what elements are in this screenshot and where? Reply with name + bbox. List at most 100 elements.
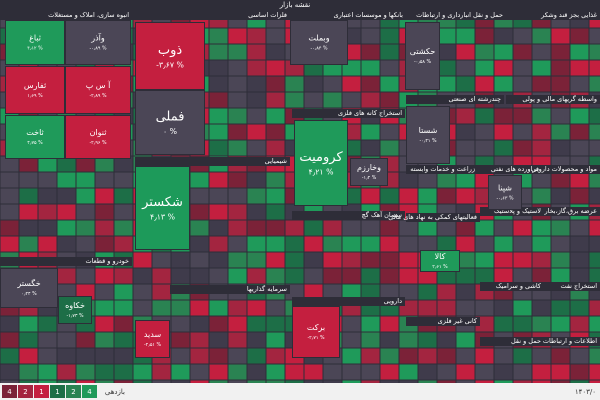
tile[interactable] [0, 348, 19, 364]
tile[interactable] [589, 140, 600, 156]
tile[interactable] [513, 44, 532, 60]
tile[interactable] [551, 188, 570, 204]
tile[interactable] [114, 188, 133, 204]
tile[interactable] [95, 300, 114, 316]
stock-tile[interactable] [5, 20, 65, 65]
tile[interactable] [19, 332, 38, 348]
tile[interactable] [589, 108, 600, 124]
tile[interactable] [266, 316, 285, 332]
tile[interactable] [570, 108, 589, 124]
tile[interactable] [399, 268, 418, 284]
tile[interactable] [494, 300, 513, 316]
tile[interactable] [532, 348, 551, 364]
tile[interactable] [513, 252, 532, 268]
tile[interactable] [513, 348, 532, 364]
tile[interactable] [76, 220, 95, 236]
tile[interactable] [209, 204, 228, 220]
tile[interactable] [532, 236, 551, 252]
tile[interactable] [475, 44, 494, 60]
tile[interactable] [570, 172, 589, 188]
tile[interactable] [380, 236, 399, 252]
tile[interactable] [209, 252, 228, 268]
tile[interactable] [380, 124, 399, 140]
stock-tile[interactable] [350, 158, 388, 186]
tile[interactable] [532, 220, 551, 236]
tile[interactable] [247, 268, 266, 284]
tile[interactable] [361, 236, 380, 252]
tile[interactable] [209, 76, 228, 92]
tile[interactable] [437, 76, 456, 92]
tile[interactable] [551, 44, 570, 60]
tile[interactable] [380, 332, 399, 348]
tile[interactable] [589, 348, 600, 364]
tile[interactable] [361, 28, 380, 44]
tile[interactable] [19, 204, 38, 220]
tile[interactable] [456, 108, 475, 124]
tile[interactable] [551, 348, 570, 364]
tile[interactable] [95, 236, 114, 252]
tile[interactable] [228, 268, 247, 284]
tile[interactable] [38, 220, 57, 236]
tile[interactable] [19, 188, 38, 204]
tile[interactable] [76, 364, 95, 380]
tile[interactable] [589, 220, 600, 236]
tile[interactable] [95, 364, 114, 380]
tile[interactable] [38, 172, 57, 188]
tile[interactable] [247, 332, 266, 348]
tile[interactable] [513, 236, 532, 252]
tile[interactable] [551, 364, 570, 380]
tile[interactable] [437, 364, 456, 380]
stock-tile[interactable] [65, 20, 131, 65]
tile[interactable] [247, 300, 266, 316]
tile[interactable] [437, 284, 456, 300]
tile[interactable] [437, 44, 456, 60]
stock-tile[interactable] [405, 22, 440, 90]
tile[interactable] [57, 236, 76, 252]
tile[interactable] [0, 316, 19, 332]
legend-swatch[interactable] [2, 385, 17, 398]
tile[interactable] [76, 284, 95, 300]
tile[interactable] [76, 268, 95, 284]
tile[interactable] [361, 60, 380, 76]
tile[interactable] [228, 60, 247, 76]
tile[interactable] [38, 188, 57, 204]
tile[interactable] [342, 348, 361, 364]
tile[interactable] [570, 252, 589, 268]
tile[interactable] [266, 124, 285, 140]
tile[interactable] [57, 220, 76, 236]
tile[interactable] [456, 348, 475, 364]
tile[interactable] [0, 156, 19, 172]
tile[interactable] [589, 172, 600, 188]
stock-tile[interactable] [290, 20, 348, 65]
tile[interactable] [209, 188, 228, 204]
tile[interactable] [228, 204, 247, 220]
tile[interactable] [342, 268, 361, 284]
tile[interactable] [247, 220, 266, 236]
tile[interactable] [190, 236, 209, 252]
tile[interactable] [133, 284, 152, 300]
tile[interactable] [361, 188, 380, 204]
tile[interactable] [266, 108, 285, 124]
tile[interactable] [532, 252, 551, 268]
tile[interactable] [513, 28, 532, 44]
tile[interactable] [551, 268, 570, 284]
tile[interactable] [266, 172, 285, 188]
tile[interactable] [57, 364, 76, 380]
tile[interactable] [418, 268, 437, 284]
stock-tile[interactable] [135, 22, 205, 90]
tile[interactable] [0, 220, 19, 236]
tile[interactable] [532, 44, 551, 60]
tile[interactable] [114, 204, 133, 220]
tile[interactable] [19, 364, 38, 380]
tile[interactable] [456, 124, 475, 140]
legend-swatch[interactable] [82, 385, 97, 398]
tile[interactable] [361, 140, 380, 156]
tile[interactable] [190, 220, 209, 236]
tile[interactable] [19, 236, 38, 252]
tile[interactable] [380, 60, 399, 76]
tile[interactable] [513, 124, 532, 140]
tile[interactable] [133, 364, 152, 380]
tile[interactable] [114, 172, 133, 188]
tile[interactable] [76, 172, 95, 188]
tile[interactable] [57, 156, 76, 172]
